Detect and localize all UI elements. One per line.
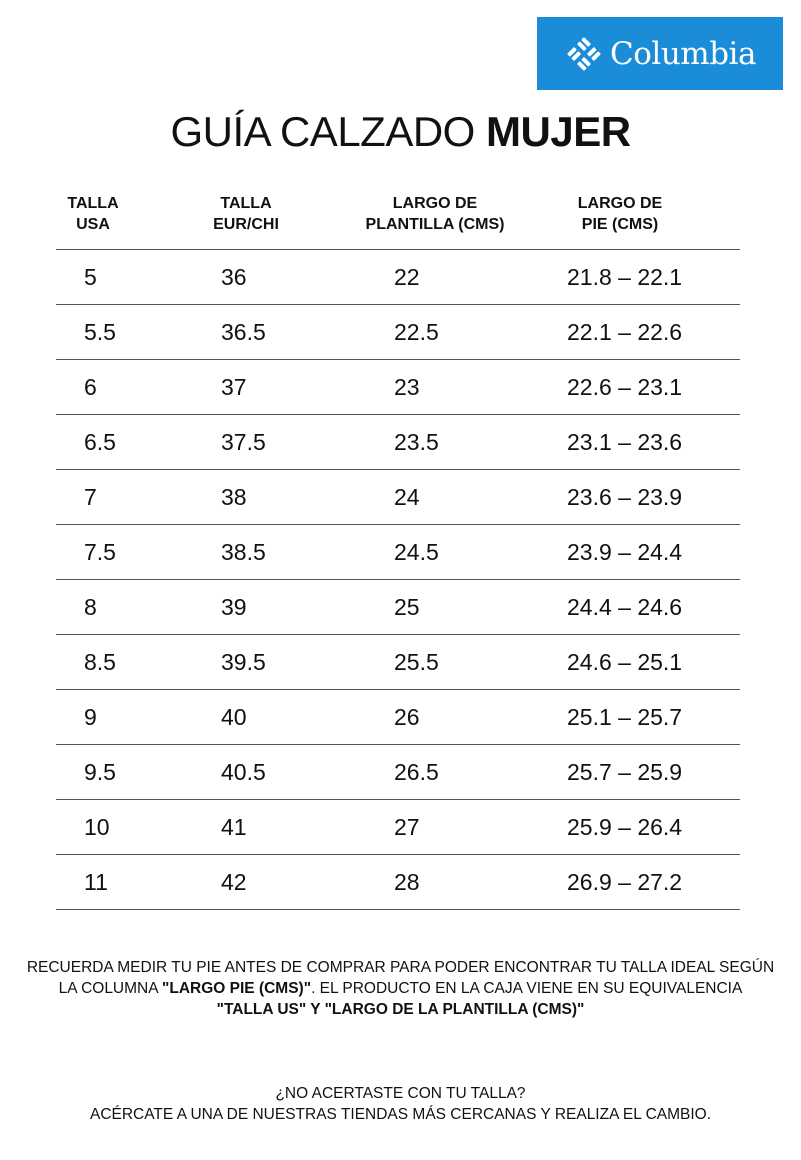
table-cell: 27 xyxy=(394,814,420,840)
table-cell: 25.9 – 26.4 xyxy=(567,814,683,840)
table-cell: 9 xyxy=(84,704,97,730)
row-divider xyxy=(56,524,740,525)
table-cell: 25.5 xyxy=(394,649,439,675)
table-cell: 23.6 – 23.9 xyxy=(567,484,683,510)
column-header-line: PLANTILLA (CMS) xyxy=(365,216,505,233)
table-cell: 22 xyxy=(394,264,420,290)
table-row: 7 38 24 23.6 – 23.9 xyxy=(0,469,801,524)
row-divider xyxy=(56,634,740,635)
table-row: 5.5 36.5 22.5 22.1 – 22.6 xyxy=(0,304,801,359)
table-cell: 5.5 xyxy=(84,319,116,345)
column-header: TALLA EUR/CHI xyxy=(200,193,292,235)
table-cell: 38 xyxy=(221,484,247,510)
table-cell: 22.6 – 23.1 xyxy=(567,374,683,400)
table-row: 7.5 38.5 24.5 23.9 – 24.4 xyxy=(0,524,801,579)
table-cell: 37.5 xyxy=(221,429,266,455)
table-cell: 22.5 xyxy=(394,319,439,345)
table-row: 6 37 23 22.6 – 23.1 xyxy=(0,359,801,414)
exchange-note: ¿NO ACERTASTE CON TU TALLA? ACÉRCATE A U… xyxy=(89,1085,712,1123)
table-cell: 23.9 – 24.4 xyxy=(567,539,683,565)
table-cell: 21.8 – 22.1 xyxy=(567,264,683,290)
table-row: 11 42 28 26.9 – 27.2 xyxy=(0,854,801,909)
table-cell: 26 xyxy=(394,704,420,730)
column-header-line: TALLA xyxy=(220,195,272,212)
row-divider xyxy=(56,799,740,800)
row-divider xyxy=(56,249,740,250)
table-cell: 7 xyxy=(84,484,97,510)
table-cell: 28 xyxy=(394,869,420,895)
table-cell: 11 xyxy=(84,869,108,895)
column-header-line: TALLA xyxy=(67,195,119,212)
column-header-line: EUR/CHI xyxy=(213,216,279,233)
table-cell: 23 xyxy=(394,374,420,400)
table-cell: 8.5 xyxy=(84,649,116,675)
column-header-line: LARGO DE xyxy=(392,195,478,212)
table-cell: 7.5 xyxy=(84,539,116,565)
table-cell: 23.1 – 23.6 xyxy=(567,429,683,455)
column-header-line: LARGO DE xyxy=(577,195,663,212)
row-divider xyxy=(56,469,740,470)
table-cell: 22.1 – 22.6 xyxy=(567,319,683,345)
table-row: 9.5 40.5 26.5 25.7 – 25.9 xyxy=(0,744,801,799)
row-divider xyxy=(56,854,740,855)
table-row: 10 41 27 25.9 – 26.4 xyxy=(0,799,801,854)
table-cell: 6 xyxy=(84,374,97,400)
row-divider xyxy=(56,414,740,415)
row-divider xyxy=(56,689,740,690)
table-cell: 41 xyxy=(221,814,247,840)
table-cell: 8 xyxy=(84,594,97,620)
table-row: 6.5 37.5 23.5 23.1 – 23.6 xyxy=(0,414,801,469)
table-cell: 23.5 xyxy=(394,429,439,455)
page-title: GUÍA CALZADO MUJER xyxy=(170,108,631,155)
column-header: TALLA USA xyxy=(56,193,130,235)
column-header-line: PIE (CMS) xyxy=(581,216,659,233)
row-divider xyxy=(56,359,740,360)
diamond-logo-icon xyxy=(567,36,601,71)
brand-name: Columbia xyxy=(610,35,756,72)
measure-note: RECUERDA MEDIR TU PIE ANTES DE COMPRAR P… xyxy=(26,959,775,1018)
table-row: 9 40 26 25.1 – 25.7 xyxy=(0,689,801,744)
table-cell: 36 xyxy=(221,264,247,290)
table-cell: 24.4 – 24.6 xyxy=(567,594,683,620)
table-cell: 38.5 xyxy=(221,539,266,565)
row-divider xyxy=(56,909,740,910)
table-row: 8.5 39.5 25.5 24.6 – 25.1 xyxy=(0,634,801,689)
columbia-logo: Columbia xyxy=(537,17,783,90)
table-cell: 10 xyxy=(84,814,110,840)
table-cell: 40 xyxy=(221,704,247,730)
table-cell: 24.5 xyxy=(394,539,439,565)
row-divider xyxy=(56,744,740,745)
table-cell: 36.5 xyxy=(221,319,266,345)
table-cell: 40.5 xyxy=(221,759,266,785)
table-cell: 26.5 xyxy=(394,759,439,785)
table-cell: 24 xyxy=(394,484,420,510)
table-row: 5 36 22 21.8 – 22.1 xyxy=(0,249,801,304)
row-divider xyxy=(56,304,740,305)
table-cell: 39 xyxy=(221,594,247,620)
table-cell: 39.5 xyxy=(221,649,266,675)
table-cell: 25.7 – 25.9 xyxy=(567,759,683,785)
table-cell: 37 xyxy=(221,374,247,400)
table-cell: 24.6 – 25.1 xyxy=(567,649,683,675)
table-cell: 6.5 xyxy=(84,429,116,455)
table-cell: 25.1 – 25.7 xyxy=(567,704,683,730)
column-header-line: USA xyxy=(76,216,110,233)
table-cell: 9.5 xyxy=(84,759,116,785)
column-header: LARGO DE PIE (CMS) xyxy=(560,193,680,235)
table-row: 8 39 25 24.4 – 24.6 xyxy=(0,579,801,634)
table-cell: 5 xyxy=(84,264,97,290)
column-header: LARGO DE PLANTILLA (CMS) xyxy=(350,193,520,235)
table-cell: 26.9 – 27.2 xyxy=(567,869,683,895)
row-divider xyxy=(56,579,740,580)
table-cell: 25 xyxy=(394,594,420,620)
table-cell: 42 xyxy=(221,869,247,895)
